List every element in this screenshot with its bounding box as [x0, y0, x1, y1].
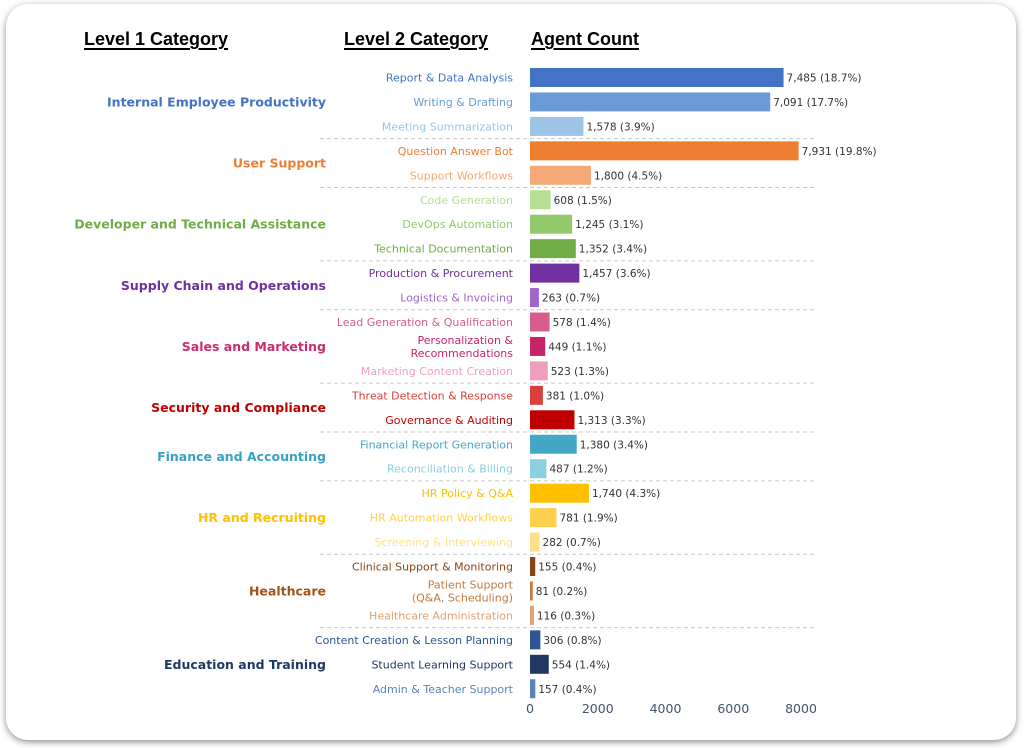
bar [530, 92, 771, 112]
level2-label: Patient Support (Q&A, Scheduling) [412, 578, 514, 604]
level2-label: Student Learning Support [371, 658, 513, 671]
level2-label: Support Workflows [410, 169, 513, 182]
value-label: 608 (1.5%) [554, 195, 612, 207]
level2-label: Screening & Interviewing [374, 536, 513, 549]
value-label: 1,578 (3.9%) [586, 121, 654, 133]
level2-label: Personalization & Recommendations [411, 334, 514, 360]
level1-label: Sales and Marketing [182, 339, 326, 354]
bar [530, 410, 575, 430]
value-label: 1,800 (4.5%) [594, 170, 662, 182]
value-label: 554 (1.4%) [552, 659, 610, 671]
level2-label: Writing & Drafting [413, 96, 513, 109]
value-label: 1,457 (3.6%) [582, 268, 650, 280]
value-label: 7,931 (19.8%) [802, 146, 877, 158]
bar [530, 336, 546, 356]
x-tick-label: 0 [526, 701, 534, 716]
value-label: 155 (0.4%) [538, 562, 596, 574]
level1-label: Healthcare [249, 583, 326, 598]
level2-label: Code Generation [420, 194, 513, 207]
value-label: 578 (1.4%) [553, 317, 611, 329]
bar [530, 288, 539, 308]
bar [530, 508, 557, 528]
level2-label: HR Policy & Q&A [422, 487, 514, 500]
level2-label: Financial Report Generation [360, 438, 513, 451]
bar [530, 434, 577, 454]
level2-header: Level 2 Category [344, 29, 489, 49]
value-label: 7,091 (17.7%) [773, 97, 848, 109]
bar [530, 605, 534, 625]
value-label: 157 (0.4%) [538, 684, 596, 696]
bar [530, 581, 533, 601]
value-label: 487 (1.2%) [549, 464, 607, 476]
x-tick-label: 2000 [582, 701, 614, 716]
bar [530, 214, 573, 234]
level2-label: Content Creation & Lesson Planning [315, 634, 513, 647]
bar [530, 654, 549, 674]
x-tick-label: 6000 [717, 701, 749, 716]
level2-label: Admin & Teacher Support [373, 683, 514, 696]
level1-header: Level 1 Category [84, 29, 229, 49]
value-label: 781 (1.9%) [559, 513, 617, 525]
bar [530, 557, 536, 576]
value-label: 1,352 (3.4%) [579, 244, 647, 256]
value-label: 1,313 (3.3%) [577, 415, 645, 427]
level2-label: Threat Detection & Response [351, 389, 513, 402]
bar [530, 116, 584, 136]
level2-label: Clinical Support & Monitoring [352, 561, 513, 574]
level1-label: Finance and Accounting [157, 449, 326, 464]
bar [530, 459, 547, 479]
level2-label: Production & Procurement [369, 267, 514, 280]
bar [530, 483, 589, 503]
bar [530, 532, 540, 552]
level1-label: Education and Training [164, 657, 326, 672]
level1-label: HR and Recruiting [198, 510, 326, 525]
value-label: 116 (0.3%) [537, 610, 595, 622]
level2-label: Question Answer Bot [398, 145, 514, 158]
level1-label: Developer and Technical Assistance [74, 217, 326, 232]
value-label: 523 (1.3%) [551, 366, 609, 378]
value-label: 381 (1.0%) [546, 390, 604, 402]
x-tick-label: 8000 [785, 701, 817, 716]
bar [530, 385, 543, 405]
value-label: 7,485 (18.7%) [787, 73, 862, 85]
level1-label: Internal Employee Productivity [107, 94, 326, 109]
value-label: 1,740 (4.3%) [592, 488, 660, 500]
value-label: 263 (0.7%) [542, 293, 600, 305]
value-label: 1,380 (3.4%) [580, 439, 648, 451]
level2-label: HR Automation Workflows [370, 512, 513, 525]
bar [530, 263, 580, 283]
x-tick-label: 4000 [650, 701, 682, 716]
level1-label: Supply Chain and Operations [121, 278, 326, 293]
level2-label: Healthcare Administration [369, 609, 513, 622]
level2-label: Lead Generation & Qualification [337, 316, 513, 329]
bar [530, 141, 799, 161]
bar [530, 190, 551, 210]
value-label: 1,245 (3.1%) [575, 219, 643, 231]
bar [530, 630, 541, 650]
agent-count-header: Agent Count [531, 29, 639, 49]
level1-label: User Support [233, 156, 326, 171]
level2-label: Technical Documentation [373, 243, 513, 256]
level2-label: Governance & Auditing [385, 414, 513, 427]
bar [530, 312, 550, 332]
bar [530, 679, 536, 699]
level2-label: Marketing Content Creation [361, 365, 513, 378]
level2-label: Meeting Summarization [382, 120, 513, 133]
value-label: 306 (0.8%) [543, 635, 601, 647]
level2-label: Reconciliation & Billing [387, 463, 513, 476]
bar [530, 68, 784, 87]
bar [530, 165, 591, 185]
chart-card [6, 4, 1016, 740]
value-label: 449 (1.1%) [548, 341, 606, 353]
value-label: 282 (0.7%) [543, 537, 601, 549]
level2-label: Logistics & Invoicing [400, 292, 513, 305]
level2-label: DevOps Automation [402, 218, 513, 231]
bar [530, 361, 548, 381]
bar [530, 239, 576, 259]
level2-label: Report & Data Analysis [386, 72, 513, 85]
value-label: 81 (0.2%) [536, 586, 588, 598]
level1-label: Security and Compliance [151, 400, 326, 415]
